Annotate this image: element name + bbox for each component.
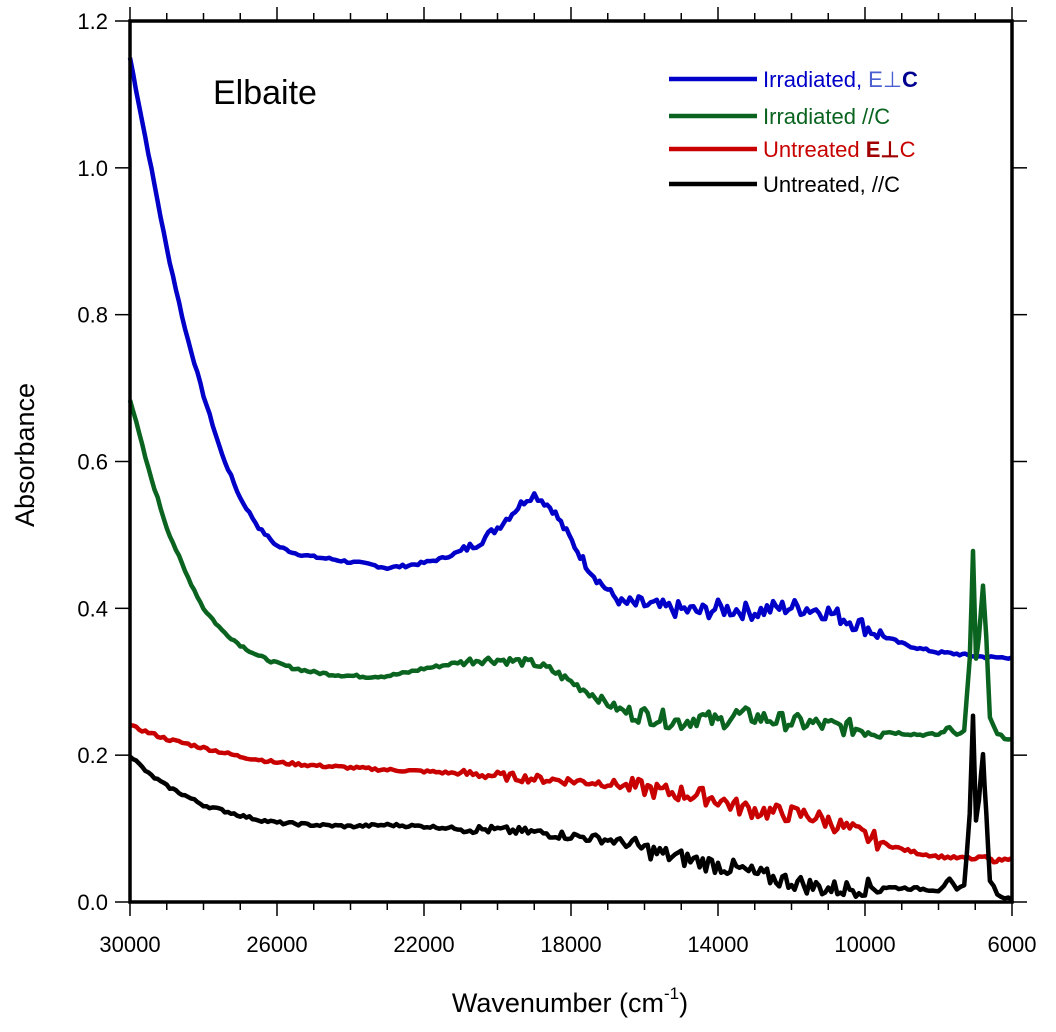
y-tick-label: 1.2: [77, 9, 108, 34]
y-tick-label: 0.6: [77, 450, 108, 475]
x-tick-label: 10000: [834, 932, 895, 957]
y-tick-label: 0.0: [77, 890, 108, 915]
series-line-1: [127, 399, 1013, 742]
series-line-3: [128, 713, 1014, 902]
y-axis-title: Absorbance: [10, 383, 40, 527]
legend-label-part: E⊥: [866, 137, 900, 162]
legend-label: Irradiated, E⊥C: [763, 67, 918, 92]
x-tick-label: 22000: [393, 932, 454, 957]
x-tick-label: 18000: [540, 932, 601, 957]
legend-label-part: Untreated, //C: [763, 172, 900, 197]
y-tick-label: 0.4: [77, 596, 108, 621]
labels-layer: 30000 26000 22000 18000 14000 10000 6000 0.0 0.2…: [77, 9, 1036, 957]
legend-label-part: E⊥: [868, 67, 902, 92]
legend-label-part: C: [902, 67, 918, 92]
legend-label-part: C: [900, 137, 916, 162]
y-tick-label: 0.8: [77, 303, 108, 328]
y-tick-label: 1.0: [77, 156, 108, 181]
x-tick-label: 30000: [99, 932, 160, 957]
chart-title: Elbaite: [213, 74, 317, 112]
x-axis-title-superscript: -1: [664, 984, 679, 1003]
legend-label: Untreated, //C: [763, 172, 900, 197]
x-tick-label: 26000: [246, 932, 307, 957]
ticks-layer: [115, 7, 1027, 916]
x-tick-label: 14000: [687, 932, 748, 957]
series-line-2: [129, 723, 1013, 865]
legend-label-part: Untreated: [763, 137, 866, 162]
x-axis-title-main: Wavenumber (cm: [452, 988, 664, 1018]
legend-label-part: Irradiated //C: [763, 104, 890, 129]
y-tick-label: 0.2: [77, 743, 108, 768]
series-layer: [127, 57, 1014, 902]
legend-label-part: Irradiated,: [763, 67, 868, 92]
x-axis-title-suffix: ): [679, 988, 688, 1018]
legend-label: Untreated E⊥C: [763, 137, 916, 162]
legend-label: Irradiated //C: [763, 104, 890, 129]
series-line-0: [127, 57, 1013, 661]
x-tick-label: 6000: [988, 932, 1037, 957]
x-axis-title: Wavenumber (cm-1): [452, 984, 688, 1018]
